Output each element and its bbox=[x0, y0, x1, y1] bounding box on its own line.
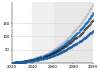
Bar bbox=[32, 2, 53, 63]
Bar bbox=[53, 2, 93, 63]
